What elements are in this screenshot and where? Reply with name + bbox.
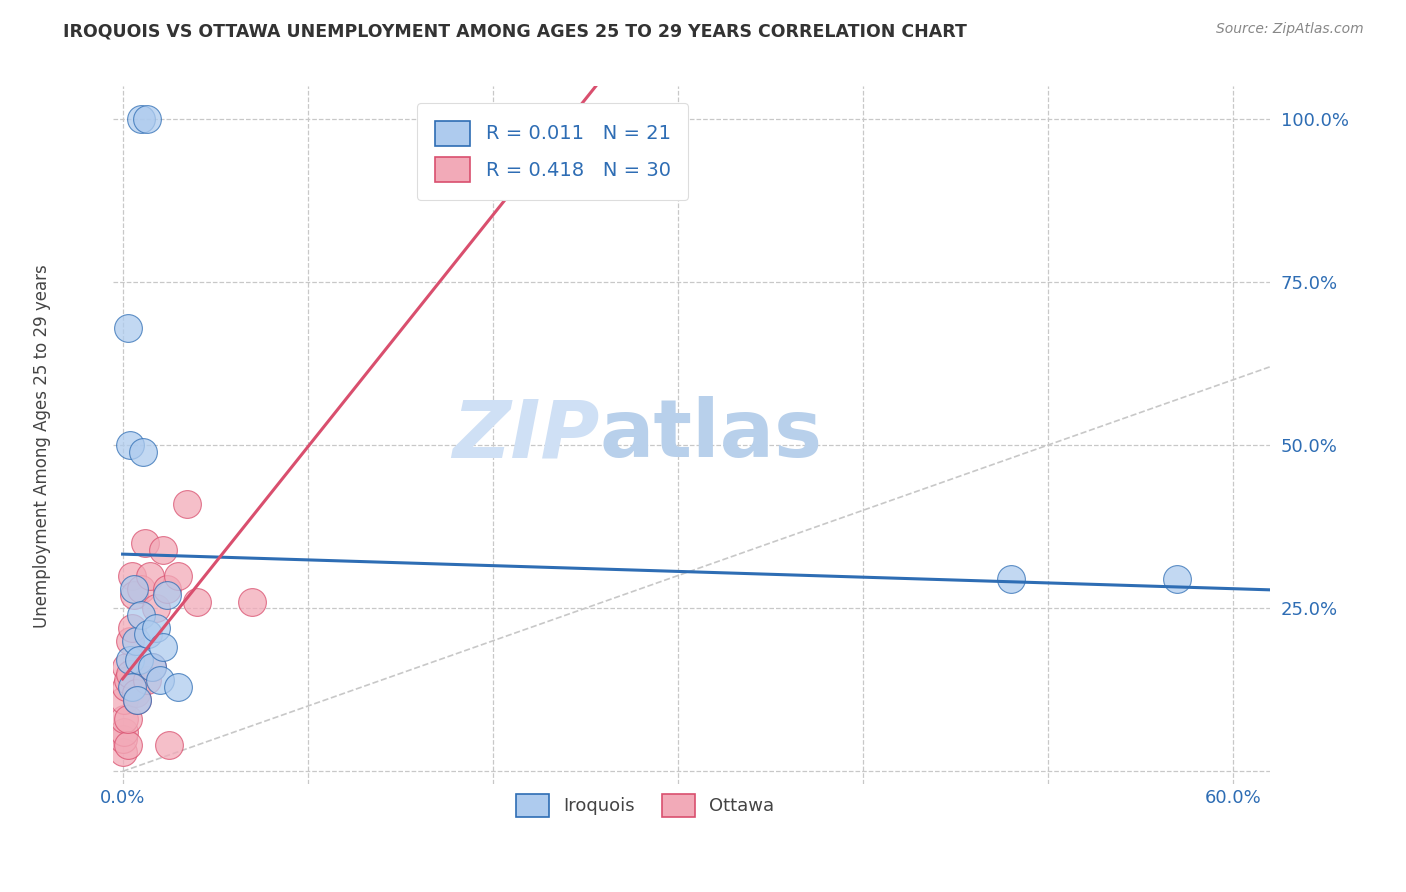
Point bbox=[240, 595, 263, 609]
Text: Source: ZipAtlas.com: Source: ZipAtlas.com bbox=[1216, 22, 1364, 37]
Point bbox=[156, 582, 179, 596]
Point bbox=[127, 692, 149, 706]
Point bbox=[129, 582, 152, 596]
Point bbox=[121, 621, 143, 635]
Text: Unemployment Among Ages 25 to 29 years: Unemployment Among Ages 25 to 29 years bbox=[34, 264, 51, 628]
Point bbox=[135, 673, 157, 687]
Point bbox=[115, 660, 138, 674]
Point bbox=[118, 438, 141, 452]
Point bbox=[115, 680, 138, 694]
Point bbox=[124, 633, 146, 648]
Point bbox=[118, 633, 141, 648]
Point bbox=[1166, 572, 1188, 586]
Point bbox=[145, 621, 167, 635]
Point bbox=[156, 588, 179, 602]
Point bbox=[145, 601, 167, 615]
Point bbox=[111, 745, 134, 759]
Point bbox=[122, 582, 145, 596]
Legend: Iroquois, Ottawa: Iroquois, Ottawa bbox=[509, 787, 782, 824]
Point bbox=[1000, 572, 1022, 586]
Point bbox=[132, 444, 155, 458]
Point bbox=[114, 712, 136, 726]
Point bbox=[122, 588, 145, 602]
Point bbox=[121, 680, 143, 694]
Point bbox=[152, 640, 174, 655]
Text: IROQUOIS VS OTTAWA UNEMPLOYMENT AMONG AGES 25 TO 29 YEARS CORRELATION CHART: IROQUOIS VS OTTAWA UNEMPLOYMENT AMONG AG… bbox=[63, 22, 967, 40]
Point bbox=[114, 692, 136, 706]
Point bbox=[139, 568, 162, 582]
Point bbox=[186, 595, 208, 609]
Point bbox=[121, 568, 143, 582]
Point bbox=[149, 673, 172, 687]
Point bbox=[114, 725, 136, 739]
Point bbox=[128, 653, 150, 667]
Point bbox=[141, 660, 163, 674]
Point bbox=[129, 112, 152, 126]
Point bbox=[117, 739, 139, 753]
Point bbox=[127, 692, 149, 706]
Point bbox=[117, 673, 139, 687]
Point bbox=[134, 536, 156, 550]
Point bbox=[167, 568, 190, 582]
Point bbox=[111, 731, 134, 746]
Point bbox=[118, 666, 141, 681]
Point bbox=[124, 686, 146, 700]
Point bbox=[118, 653, 141, 667]
Point bbox=[117, 320, 139, 334]
Point bbox=[176, 497, 198, 511]
Point bbox=[117, 712, 139, 726]
Point bbox=[167, 680, 190, 694]
Point bbox=[138, 627, 160, 641]
Point bbox=[141, 660, 163, 674]
Point bbox=[157, 739, 180, 753]
Point bbox=[135, 112, 157, 126]
Point bbox=[152, 542, 174, 557]
Text: atlas: atlas bbox=[599, 396, 823, 475]
Point bbox=[129, 607, 152, 622]
Text: ZIP: ZIP bbox=[451, 396, 599, 475]
